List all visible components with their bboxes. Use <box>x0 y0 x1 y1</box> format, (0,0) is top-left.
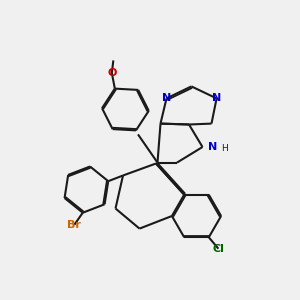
Text: H: H <box>221 144 227 153</box>
Text: N: N <box>162 93 171 103</box>
Text: N: N <box>208 142 217 152</box>
Text: N: N <box>212 93 221 103</box>
Text: Cl: Cl <box>212 244 224 254</box>
Text: Br: Br <box>68 220 81 230</box>
Text: O: O <box>107 68 116 78</box>
